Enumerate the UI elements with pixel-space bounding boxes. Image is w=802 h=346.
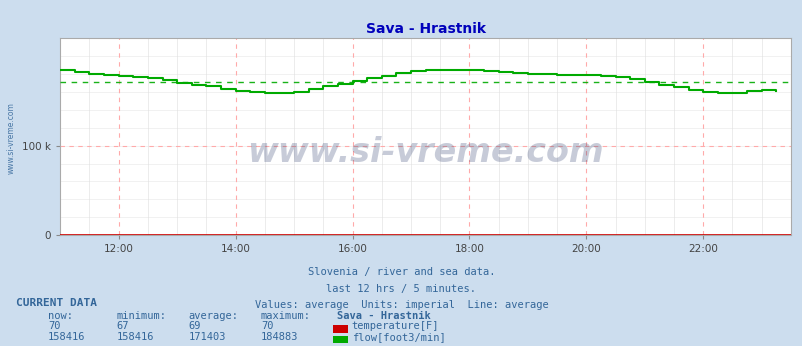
Text: last 12 hrs / 5 minutes.: last 12 hrs / 5 minutes. (326, 284, 476, 294)
Text: 158416: 158416 (116, 332, 154, 342)
Text: 70: 70 (48, 321, 61, 331)
Text: now:: now: (48, 311, 73, 321)
Title: Sava - Hrastnik: Sava - Hrastnik (365, 21, 485, 36)
Text: minimum:: minimum: (116, 311, 166, 321)
Text: maximum:: maximum: (261, 311, 310, 321)
Text: 70: 70 (261, 321, 273, 331)
Text: www.si-vreme.com: www.si-vreme.com (6, 102, 15, 174)
Text: www.si-vreme.com: www.si-vreme.com (247, 136, 603, 169)
Text: 69: 69 (188, 321, 201, 331)
Text: Values: average  Units: imperial  Line: average: Values: average Units: imperial Line: av… (254, 300, 548, 310)
Text: Sava - Hrastnik: Sava - Hrastnik (337, 311, 431, 321)
Text: average:: average: (188, 311, 238, 321)
Text: 171403: 171403 (188, 332, 226, 342)
Text: CURRENT DATA: CURRENT DATA (16, 298, 97, 308)
Text: 67: 67 (116, 321, 129, 331)
Text: flow[foot3/min]: flow[foot3/min] (351, 332, 445, 342)
Text: Slovenia / river and sea data.: Slovenia / river and sea data. (307, 267, 495, 277)
Text: 184883: 184883 (261, 332, 298, 342)
Text: 158416: 158416 (48, 332, 86, 342)
Text: temperature[F]: temperature[F] (351, 321, 439, 331)
